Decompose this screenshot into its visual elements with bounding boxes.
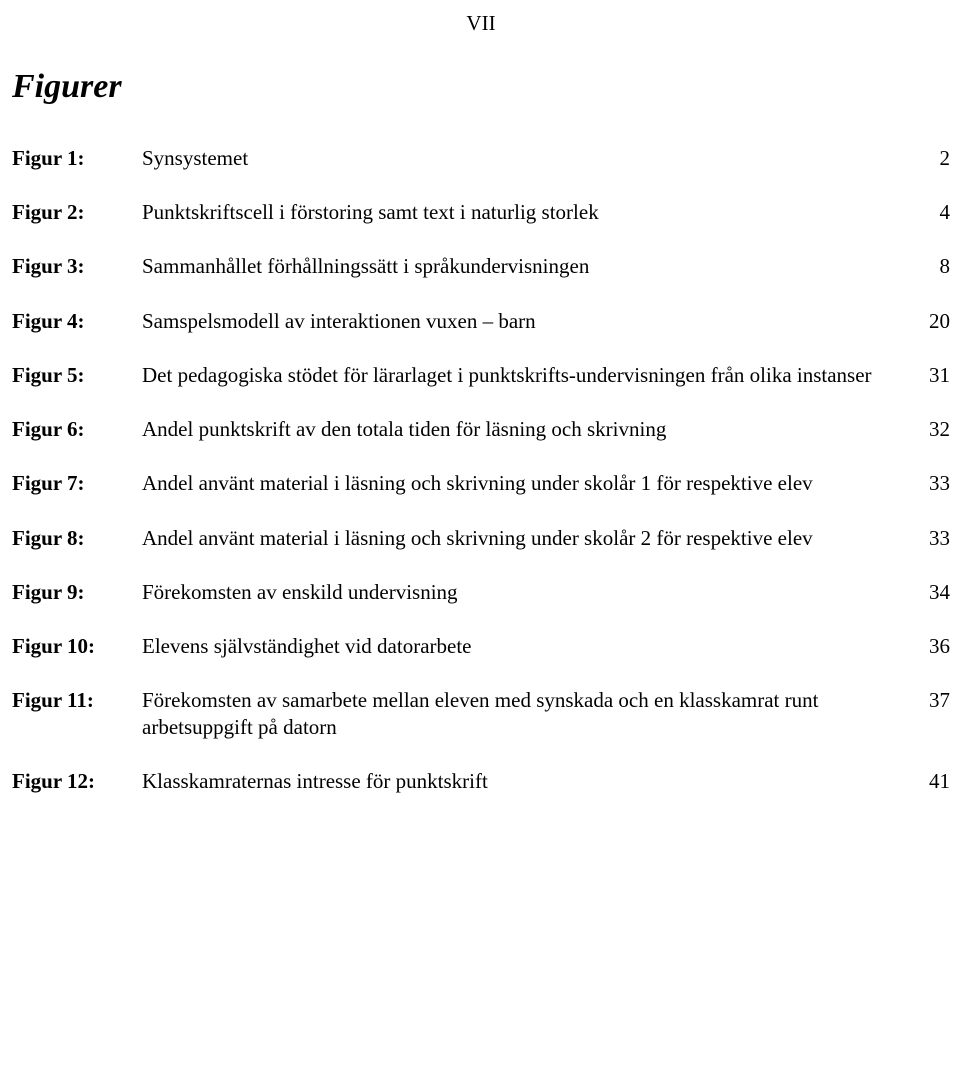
figure-page-number: 41 <box>910 768 950 794</box>
list-item: Figur 8: Andel använt material i läsning… <box>12 525 950 551</box>
figure-page-number: 8 <box>910 253 950 279</box>
figure-label: Figur 7: <box>12 470 142 496</box>
page: VII Figurer Figur 1: Synsystemet 2 Figur… <box>0 0 960 1065</box>
figure-description: Andel punktskrift av den totala tiden fö… <box>142 416 910 442</box>
figure-page-number: 36 <box>910 633 950 659</box>
page-number-roman: VII <box>12 10 950 36</box>
figure-description: Synsystemet <box>142 145 910 171</box>
figure-description: Förekomsten av samarbete mellan eleven m… <box>142 687 910 740</box>
figure-page-number: 37 <box>910 687 950 713</box>
figure-page-number: 32 <box>910 416 950 442</box>
section-title: Figurer <box>12 66 950 109</box>
figure-page-number: 31 <box>910 362 950 388</box>
figure-description: Förekomsten av enskild undervisning <box>142 579 910 605</box>
figure-label: Figur 5: <box>12 362 142 388</box>
figure-page-number: 4 <box>910 199 950 225</box>
figure-description: Klasskamraternas intresse för punktskrif… <box>142 768 910 794</box>
figure-page-number: 33 <box>910 525 950 551</box>
list-item: Figur 10: Elevens självständighet vid da… <box>12 633 950 659</box>
figure-label: Figur 8: <box>12 525 142 551</box>
list-item: Figur 6: Andel punktskrift av den totala… <box>12 416 950 442</box>
figure-page-number: 2 <box>910 145 950 171</box>
list-item: Figur 5: Det pedagogiska stödet för lära… <box>12 362 950 388</box>
list-item: Figur 4: Samspelsmodell av interaktionen… <box>12 308 950 334</box>
list-item: Figur 2: Punktskriftscell i förstoring s… <box>12 199 950 225</box>
figure-label: Figur 11: <box>12 687 142 713</box>
list-item: Figur 1: Synsystemet 2 <box>12 145 950 171</box>
list-item: Figur 7: Andel använt material i läsning… <box>12 470 950 496</box>
figure-label: Figur 9: <box>12 579 142 605</box>
figure-page-number: 20 <box>910 308 950 334</box>
list-item: Figur 9: Förekomsten av enskild undervis… <box>12 579 950 605</box>
figure-label: Figur 2: <box>12 199 142 225</box>
figure-label: Figur 3: <box>12 253 142 279</box>
list-item: Figur 3: Sammanhållet förhållningssätt i… <box>12 253 950 279</box>
figure-description: Det pedagogiska stödet för lärarlaget i … <box>142 362 910 388</box>
figure-page-number: 34 <box>910 579 950 605</box>
figure-label: Figur 4: <box>12 308 142 334</box>
figure-label: Figur 10: <box>12 633 142 659</box>
figure-description: Punktskriftscell i förstoring samt text … <box>142 199 910 225</box>
figure-label: Figur 1: <box>12 145 142 171</box>
figure-label: Figur 12: <box>12 768 142 794</box>
figure-description: Andel använt material i läsning och skri… <box>142 525 910 551</box>
figure-description: Sammanhållet förhållningssätt i språkund… <box>142 253 910 279</box>
figure-description: Andel använt material i läsning och skri… <box>142 470 910 496</box>
list-item: Figur 11: Förekomsten av samarbete mella… <box>12 687 950 740</box>
list-item: Figur 12: Klasskamraternas intresse för … <box>12 768 950 794</box>
figure-label: Figur 6: <box>12 416 142 442</box>
figure-page-number: 33 <box>910 470 950 496</box>
figure-description: Elevens självständighet vid datorarbete <box>142 633 910 659</box>
figure-description: Samspelsmodell av interaktionen vuxen – … <box>142 308 910 334</box>
